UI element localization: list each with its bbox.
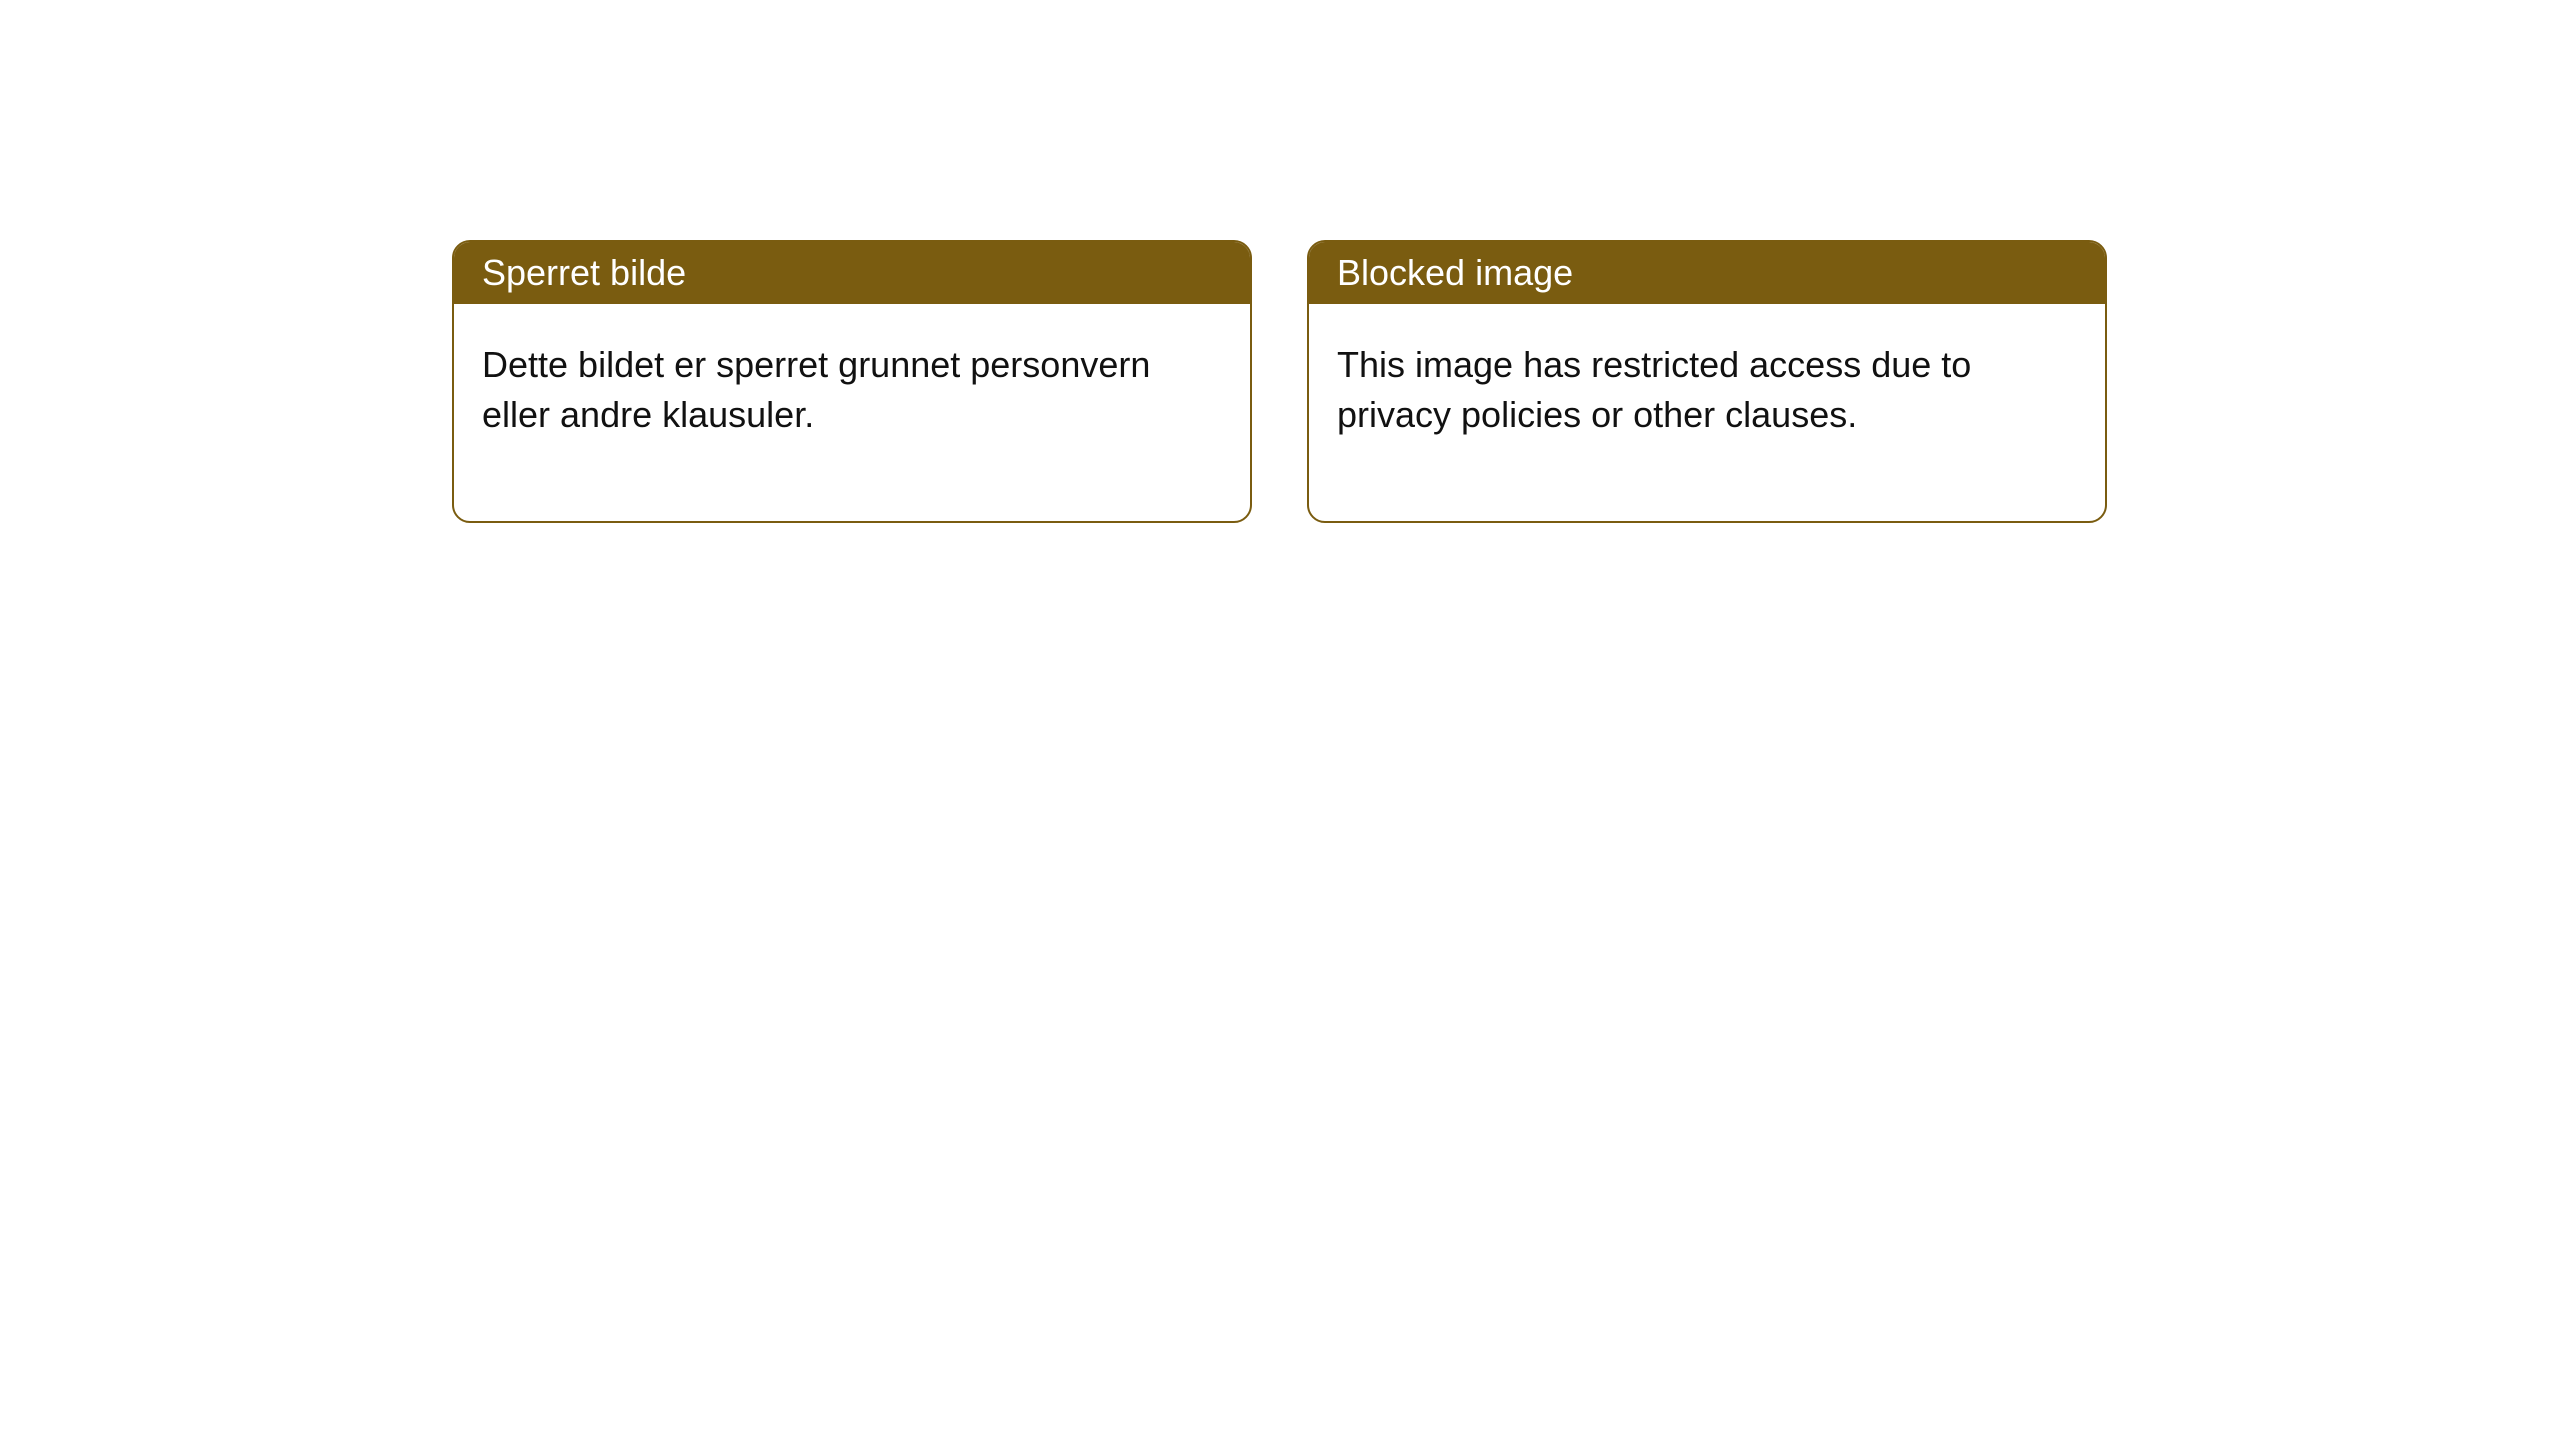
card-body: This image has restricted access due to … <box>1309 304 2105 521</box>
card-container: Sperret bilde Dette bildet er sperret gr… <box>0 0 2560 523</box>
card-header: Sperret bilde <box>454 242 1250 304</box>
card-body: Dette bildet er sperret grunnet personve… <box>454 304 1250 521</box>
card-header: Blocked image <box>1309 242 2105 304</box>
blocked-image-card-en: Blocked image This image has restricted … <box>1307 240 2107 523</box>
blocked-image-card-no: Sperret bilde Dette bildet er sperret gr… <box>452 240 1252 523</box>
